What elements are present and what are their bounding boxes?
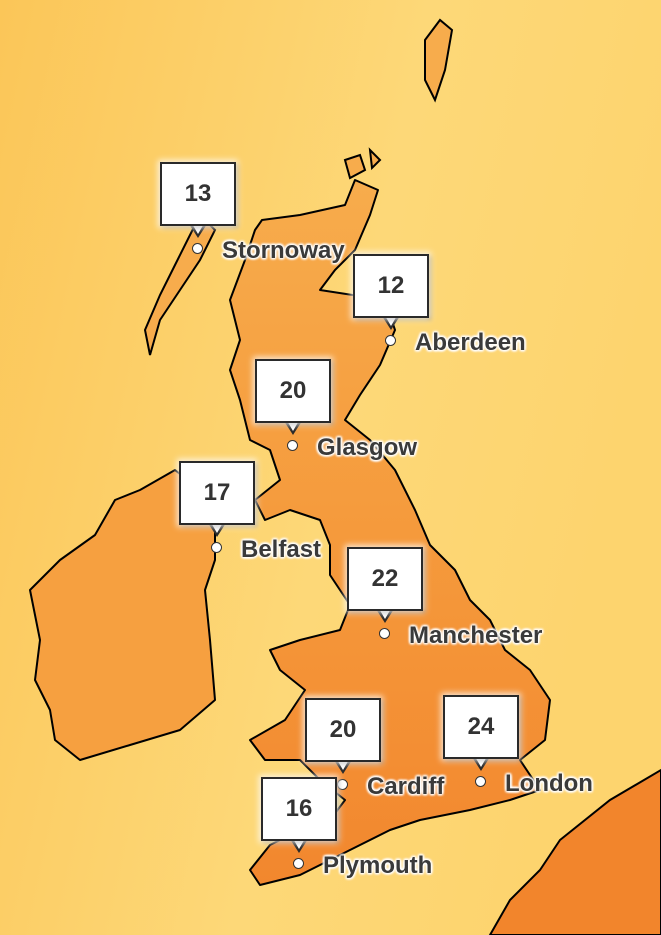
city-dot: [287, 440, 298, 451]
city-label: Glasgow: [317, 434, 418, 461]
temperature-callout: 12: [353, 254, 429, 318]
city-dot: [337, 779, 348, 790]
city-dot: [293, 858, 304, 869]
shetland-islands: [424, 18, 454, 103]
city-dot: [385, 335, 396, 346]
temperature-callout: 16: [261, 777, 337, 841]
orkney-islands: [343, 147, 382, 180]
france-coast: [488, 768, 661, 935]
city-dot: [475, 776, 486, 787]
temperature-callout: 20: [255, 359, 331, 423]
city-label: London: [505, 770, 593, 797]
city-dot: [211, 542, 222, 553]
temperature-callout: 13: [160, 162, 236, 226]
temperature-callout: 24: [443, 695, 519, 759]
temperature-callout: 20: [305, 698, 381, 762]
city-label: Belfast: [241, 536, 322, 563]
city-label: Plymouth: [323, 852, 433, 879]
city-dot: [379, 628, 390, 639]
city-label: Aberdeen: [415, 329, 526, 356]
city-label: Manchester: [409, 622, 543, 649]
city-label: Stornoway: [222, 237, 345, 264]
temperature-callout: 17: [179, 461, 255, 525]
ireland-landmass: [29, 469, 216, 761]
city-dot: [192, 243, 203, 254]
temperature-callout: 22: [347, 547, 423, 611]
city-label: Cardiff: [367, 773, 445, 800]
